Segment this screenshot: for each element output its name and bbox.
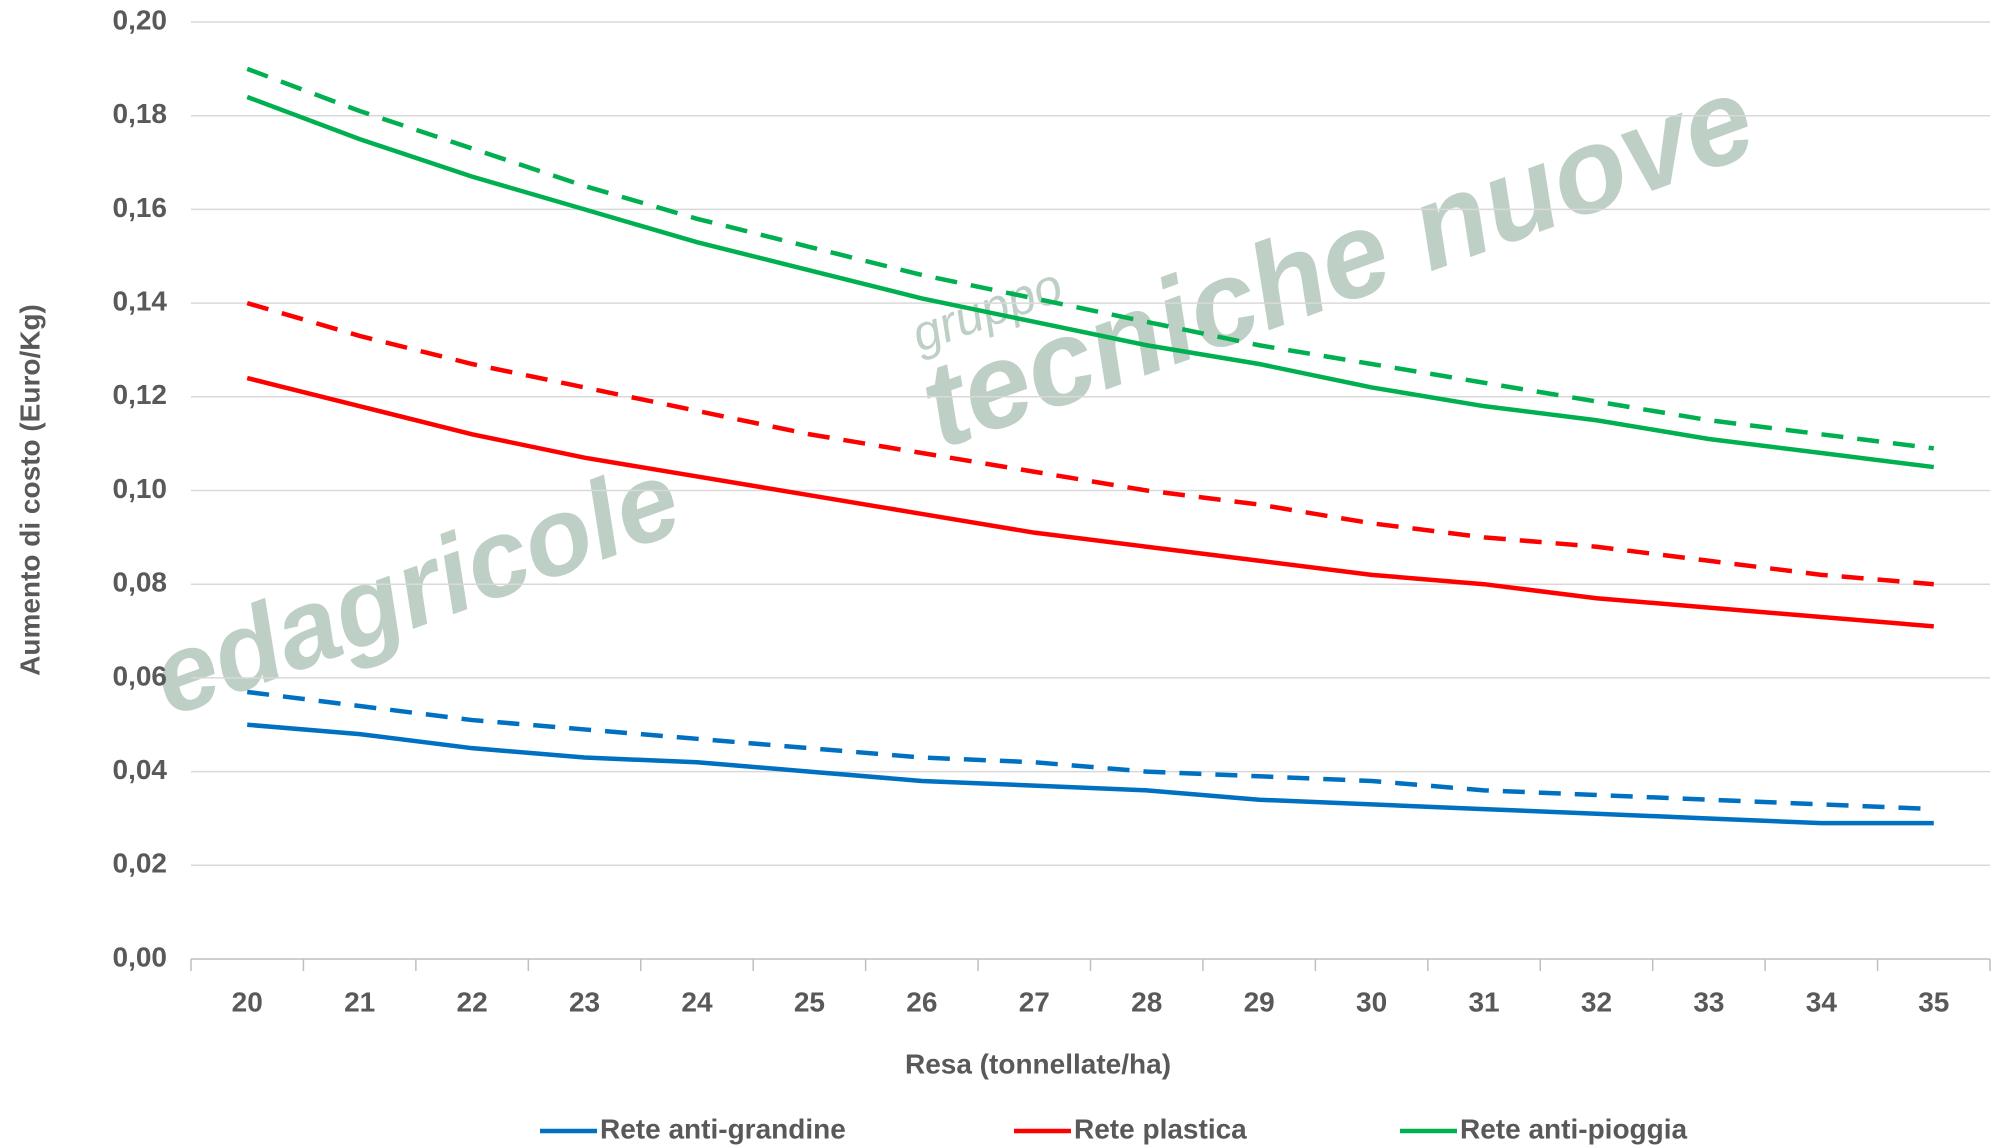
y-tick-label: 0,20 xyxy=(113,4,168,35)
x-tick-label: 26 xyxy=(906,986,937,1017)
x-axis-title: Resa (tonnellate/ha) xyxy=(905,1048,1171,1079)
y-tick-label: 0,16 xyxy=(113,192,168,223)
x-tick-label: 24 xyxy=(681,986,713,1017)
line-series xyxy=(247,722,1934,826)
y-tick-label: 0,06 xyxy=(113,660,168,691)
x-tick-label: 25 xyxy=(794,986,825,1017)
legend-label: Rete anti-pioggia xyxy=(1460,1113,1688,1144)
legend-label: Rete anti-grandine xyxy=(600,1113,846,1144)
y-tick-label: 0,04 xyxy=(113,754,168,785)
y-tick-label: 0,12 xyxy=(113,379,168,410)
line-series xyxy=(246,689,1934,812)
x-tick-label: 31 xyxy=(1468,986,1499,1017)
line-series xyxy=(246,94,1935,470)
y-tick-label: 0,10 xyxy=(113,473,168,504)
x-tick-label: 21 xyxy=(344,986,375,1017)
x-tick-label: 34 xyxy=(1806,986,1838,1017)
x-tick-label: 27 xyxy=(1019,986,1050,1017)
watermark: edagricole xyxy=(136,436,695,740)
x-tick-label: 20 xyxy=(232,986,263,1017)
x-tick-label: 32 xyxy=(1581,986,1612,1017)
x-tick-label: 23 xyxy=(569,986,600,1017)
x-tick-label: 33 xyxy=(1693,986,1724,1017)
x-tick-label: 30 xyxy=(1356,986,1387,1017)
x-tick-label: 35 xyxy=(1918,986,1949,1017)
x-tick-label: 28 xyxy=(1131,986,1162,1017)
y-tick-label: 0,18 xyxy=(113,98,168,129)
y-tick-label: 0,02 xyxy=(113,848,168,879)
y-axis-title: Aumento di costo (Euro/Kg) xyxy=(14,304,45,676)
line-series xyxy=(246,300,1934,587)
line-series xyxy=(246,66,1935,451)
y-tick-label: 0,08 xyxy=(113,567,168,598)
y-tick-label: 0,00 xyxy=(113,941,168,972)
legend-label: Rete plastica xyxy=(1074,1113,1247,1144)
x-tick-label: 22 xyxy=(457,986,488,1017)
y-tick-label: 0,14 xyxy=(113,285,168,316)
line-series xyxy=(246,375,1934,629)
x-tick-label: 29 xyxy=(1244,986,1275,1017)
